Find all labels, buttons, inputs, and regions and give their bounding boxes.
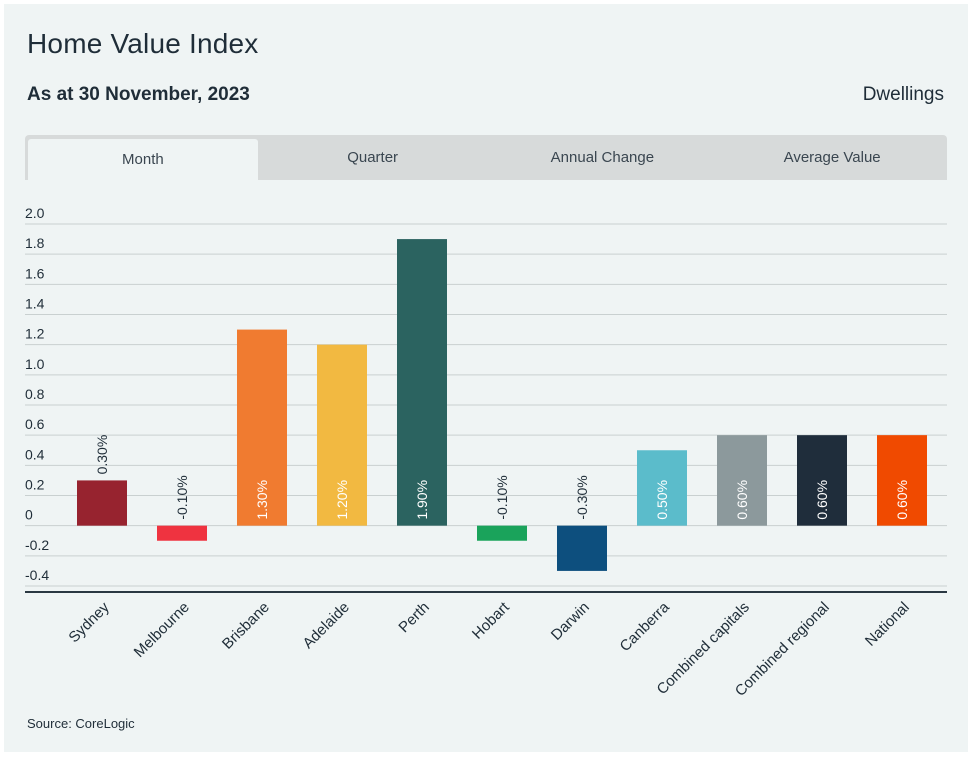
tab-month[interactable]: Month bbox=[28, 139, 258, 180]
y-tick-label: 0.8 bbox=[25, 386, 45, 402]
category-label: Darwin bbox=[548, 599, 593, 644]
bar-adelaide bbox=[317, 344, 367, 526]
bar-perth bbox=[397, 239, 447, 526]
tab-quarter[interactable]: Quarter bbox=[347, 149, 399, 166]
bar-hobart bbox=[477, 525, 527, 541]
category-label: Adelaide bbox=[300, 599, 353, 652]
bar-combined-regional bbox=[797, 435, 847, 526]
y-tick-label: 0.6 bbox=[25, 416, 45, 432]
category-label: Brisbane bbox=[219, 599, 273, 653]
category-label: Canberra bbox=[617, 598, 674, 655]
value-label: -0.10% bbox=[494, 475, 510, 519]
y-tick-label: 1.6 bbox=[25, 265, 45, 281]
category-label: Melbourne bbox=[131, 599, 193, 661]
tab-average-value[interactable]: Average Value bbox=[783, 149, 881, 166]
y-tick-label: -0.4 bbox=[25, 567, 49, 583]
y-tick-label: 0.4 bbox=[25, 446, 45, 462]
bar-brisbane bbox=[237, 329, 287, 526]
value-label: 0.60% bbox=[734, 480, 750, 520]
y-tick-label: 2.0 bbox=[25, 205, 45, 221]
y-tick-label: 0 bbox=[25, 507, 33, 523]
value-label: -0.10% bbox=[174, 475, 190, 519]
source-note: Source: CoreLogic bbox=[27, 716, 135, 731]
tab-bar: Month Quarter Annual Change Average Valu… bbox=[25, 135, 947, 180]
y-tick-label: 1.4 bbox=[25, 296, 45, 312]
y-tick-label: 0.2 bbox=[25, 477, 45, 493]
value-label: 1.20% bbox=[334, 480, 350, 520]
value-label: 0.60% bbox=[894, 480, 910, 520]
bar-canberra bbox=[637, 450, 687, 526]
bar-combined-capitals bbox=[717, 435, 767, 526]
bar-sydney bbox=[77, 480, 127, 526]
value-label: 1.30% bbox=[254, 480, 270, 520]
page-title: Home Value Index bbox=[27, 28, 259, 59]
dwellings-label: Dwellings bbox=[862, 84, 944, 105]
y-tick-label: 1.8 bbox=[25, 235, 45, 251]
category-label: Hobart bbox=[469, 598, 513, 642]
value-label: 1.90% bbox=[414, 480, 430, 520]
y-tick-label: 1.2 bbox=[25, 326, 45, 342]
bar-darwin bbox=[557, 525, 607, 571]
bar-melbourne bbox=[157, 525, 207, 541]
y-tick-label: 1.0 bbox=[25, 356, 45, 372]
category-label: Perth bbox=[395, 599, 432, 636]
date-subtitle: As at 30 November, 2023 bbox=[27, 84, 250, 105]
y-tick-label: -0.2 bbox=[25, 537, 49, 553]
chart-card: Home Value Index As at 30 November, 2023… bbox=[4, 4, 968, 752]
tab-annual-change[interactable]: Annual Change bbox=[550, 149, 655, 166]
bar-chart: 2.0 1.8 1.6 1.4 1.2 1.0 0.8 0.6 0.4 0.2 0 -0.2 -0.4 0… bbox=[25, 205, 947, 700]
category-label: National bbox=[862, 599, 913, 650]
value-label: 0.30% bbox=[94, 435, 110, 475]
bar-national bbox=[877, 435, 927, 526]
value-label: 0.60% bbox=[814, 480, 830, 520]
value-label: -0.30% bbox=[574, 475, 590, 519]
value-label: 0.50% bbox=[654, 480, 670, 520]
category-label: Sydney bbox=[65, 598, 113, 646]
